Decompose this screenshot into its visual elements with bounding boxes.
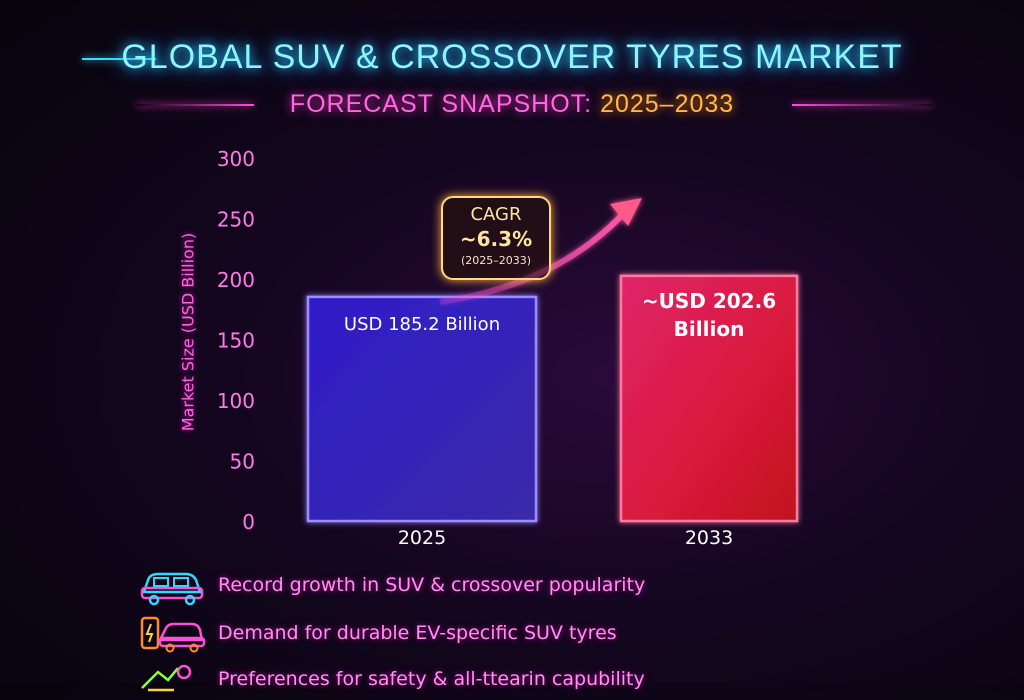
chart-title: GLOBAL SUV & CROSSOVER TYRES MARKET [121,38,903,76]
y-tick-label: 150 [217,329,255,353]
cagr-label: CAGR [470,204,522,225]
title-line-left [82,58,156,60]
safety-terrain-icon [141,664,192,692]
subtitle-text: FORECAST SNAPSHOT: [289,90,601,118]
y-tick-label: 50 [230,450,255,474]
suv-car-icon [140,572,204,606]
legend-text: Record growth in SUV & crossover popular… [218,574,646,596]
y-tick-label: 300 [217,147,255,171]
legend-text: Preferences for safety & all-ttearin cap… [218,668,645,690]
y-tick-label: 200 [217,268,255,292]
cagr-arrowhead [610,198,642,226]
bar-2025 [306,295,538,523]
subtitle-years: 2025–2033 [600,90,735,118]
chart-subtitle: FORECAST SNAPSHOT: 2025–2033 [0,90,1024,119]
cagr-value: ~6.3% [459,227,533,251]
bar-2033 [619,274,799,523]
legend-text: Demand for durable EV-specific SUV tyres [218,622,617,644]
y-tick-label: 100 [217,389,255,413]
x-tick-label: 2025 [398,527,446,549]
subtitle-line-right [792,104,932,106]
subtitle-line-left [136,104,254,106]
y-tick-label: 250 [217,208,255,232]
x-tick-label: 2033 [685,527,733,549]
data-label: ~USD 202.6 Billion [642,289,776,341]
cagr-callout: CAGR ~6.3% (2025–2033) [441,196,551,280]
ev-charging-car-icon [140,616,206,653]
data-label: USD 185.2 Billion [344,314,500,335]
cagr-period: (2025–2033) [460,254,532,267]
